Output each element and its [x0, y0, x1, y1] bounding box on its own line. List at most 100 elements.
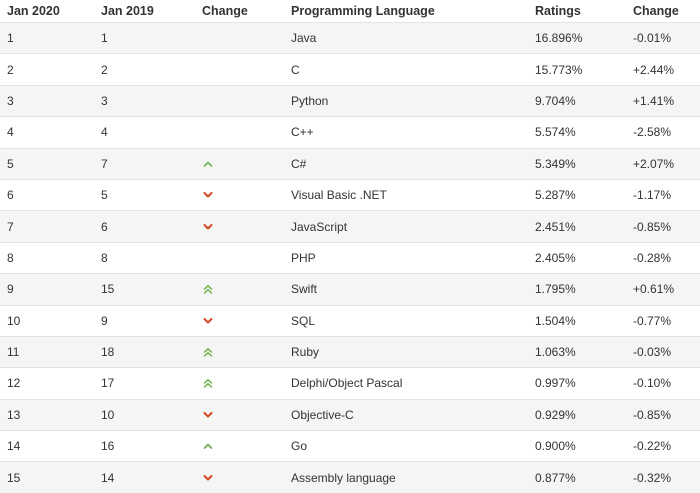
chevron-up-icon — [203, 443, 213, 450]
rating-change: -0.01% — [633, 21, 700, 54]
rank-current: 5 — [0, 147, 101, 180]
rating-value: 0.877% — [535, 461, 633, 493]
rank-previous: 2 — [101, 53, 202, 86]
rank-change-cell — [202, 367, 291, 400]
language-name: Ruby — [291, 335, 535, 368]
rank-previous: 8 — [101, 241, 202, 274]
chevron-down-icon — [203, 411, 213, 418]
rank-change-cell — [202, 21, 291, 54]
rank-change-cell — [202, 241, 291, 274]
rating-value: 0.997% — [535, 367, 633, 400]
table-row: 1 1 Java 16.896% -0.01% — [0, 21, 700, 54]
rating-change: -0.22% — [633, 430, 700, 462]
language-name: Java — [291, 21, 535, 54]
rating-value: 5.287% — [535, 178, 633, 211]
rating-change: -0.10% — [633, 367, 700, 400]
table-row: 10 9 SQL 1.504% -0.77% — [0, 304, 700, 337]
rating-value: 0.900% — [535, 430, 633, 462]
rating-change: +2.07% — [633, 147, 700, 180]
rating-change: -0.85% — [633, 398, 700, 431]
header-ratings-change[interactable]: Change — [633, 4, 679, 18]
table-row: 4 4 C++ 5.574% -2.58% — [0, 116, 700, 149]
rank-current: 6 — [0, 178, 101, 211]
rank-previous: 9 — [101, 304, 202, 337]
rank-previous: 6 — [101, 210, 202, 243]
rating-change: -0.28% — [633, 241, 700, 274]
table-row: 14 16 Go 0.900% -0.22% — [0, 430, 700, 462]
rank-current: 10 — [0, 304, 101, 337]
language-name: Swift — [291, 273, 535, 306]
rank-current: 8 — [0, 241, 101, 274]
chevron-up-icon — [203, 161, 213, 167]
table-row: 15 14 Assembly language 0.877% -0.32% — [0, 461, 700, 493]
rating-value: 2.405% — [535, 241, 633, 274]
header-rank-change[interactable]: Change — [202, 4, 248, 18]
rank-current: 14 — [0, 430, 101, 462]
rating-value: 1.504% — [535, 304, 633, 337]
rank-change-cell — [202, 398, 291, 431]
rank-previous: 4 — [101, 116, 202, 149]
header-jan-2020[interactable]: Jan 2020 — [7, 4, 60, 18]
chevron-down-icon — [203, 192, 213, 198]
rating-value: 16.896% — [535, 21, 633, 54]
rank-change-cell — [202, 53, 291, 86]
rank-previous: 17 — [101, 367, 202, 400]
table-row: 12 17 Delphi/Object Pascal 0.997% -0.10% — [0, 367, 700, 400]
rank-previous: 5 — [101, 178, 202, 211]
chevron-down-icon — [203, 317, 213, 324]
rank-change-cell — [202, 210, 291, 243]
header-programming-language[interactable]: Programming Language — [291, 4, 435, 18]
rating-value: 9.704% — [535, 84, 633, 117]
header-ratings[interactable]: Ratings — [535, 4, 581, 18]
rating-value: 5.349% — [535, 147, 633, 180]
rank-change-cell — [202, 147, 291, 180]
rating-value: 0.929% — [535, 398, 633, 431]
rank-previous: 14 — [101, 461, 202, 493]
table-row: 11 18 Ruby 1.063% -0.03% — [0, 335, 700, 368]
rating-change: -0.32% — [633, 461, 700, 493]
language-name: Objective-C — [291, 398, 535, 431]
table-row: 6 5 Visual Basic .NET 5.287% -1.17% — [0, 178, 700, 211]
table-row: 2 2 C 15.773% +2.44% — [0, 53, 700, 86]
language-name: Delphi/Object Pascal — [291, 367, 535, 400]
rank-change-cell — [202, 84, 291, 117]
rank-current: 3 — [0, 84, 101, 117]
table-row: 13 10 Objective-C 0.929% -0.85% — [0, 398, 700, 431]
double-chevron-up-icon — [203, 348, 213, 357]
language-name: PHP — [291, 241, 535, 274]
rating-value: 2.451% — [535, 210, 633, 243]
language-name: Visual Basic .NET — [291, 178, 535, 211]
language-name: C — [291, 53, 535, 86]
rank-current: 7 — [0, 210, 101, 243]
rank-previous: 7 — [101, 147, 202, 180]
language-name: Assembly language — [291, 461, 535, 493]
rating-change: -0.85% — [633, 210, 700, 243]
language-name: C++ — [291, 116, 535, 149]
rank-current: 15 — [0, 461, 101, 493]
rank-change-cell — [202, 178, 291, 211]
rank-previous: 3 — [101, 84, 202, 117]
rank-previous: 1 — [101, 21, 202, 54]
table-row: 5 7 C# 5.349% +2.07% — [0, 147, 700, 180]
rank-current: 2 — [0, 53, 101, 86]
table-row: 3 3 Python 9.704% +1.41% — [0, 84, 700, 117]
language-name: SQL — [291, 304, 535, 337]
language-name: C# — [291, 147, 535, 180]
language-name: Go — [291, 430, 535, 462]
rank-current: 9 — [0, 273, 101, 306]
rank-change-cell — [202, 430, 291, 462]
rating-value: 5.574% — [535, 116, 633, 149]
rank-previous: 16 — [101, 430, 202, 462]
rating-change: -0.03% — [633, 335, 700, 368]
rank-change-cell — [202, 273, 291, 306]
double-chevron-up-icon — [203, 285, 213, 295]
rating-change: +2.44% — [633, 53, 700, 86]
table-row: 9 15 Swift 1.795% +0.61% — [0, 273, 700, 306]
rating-value: 15.773% — [535, 53, 633, 86]
rank-previous: 10 — [101, 398, 202, 431]
header-jan-2019[interactable]: Jan 2019 — [101, 4, 154, 18]
chevron-down-icon — [203, 474, 213, 481]
rank-change-cell — [202, 461, 291, 493]
table-row: 7 6 JavaScript 2.451% -0.85% — [0, 210, 700, 243]
